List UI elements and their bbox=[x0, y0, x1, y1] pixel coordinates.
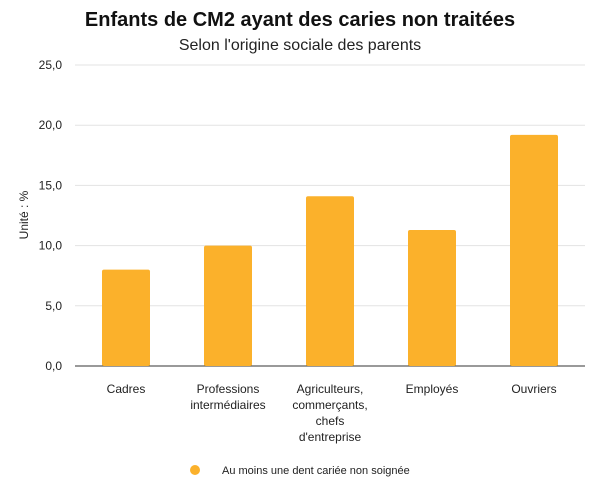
chart-title: Enfants de CM2 ayant des caries non trai… bbox=[85, 9, 515, 31]
y-tick-label: 10,0 bbox=[39, 239, 63, 253]
y-axis-ticks: 0,0 5,0 10,0 15,0 20,0 25,0 bbox=[39, 58, 63, 373]
y-tick-label: 5,0 bbox=[45, 299, 62, 313]
y-axis-label: Unité : % bbox=[17, 190, 31, 239]
legend-marker bbox=[190, 465, 200, 475]
x-tick-label: Employés bbox=[406, 382, 459, 396]
y-tick-label: 15,0 bbox=[39, 178, 63, 192]
bar bbox=[102, 269, 150, 366]
legend-label: Au moins une dent cariée non soignée bbox=[222, 465, 410, 477]
y-tick-label: 25,0 bbox=[39, 58, 63, 72]
legend: Au moins une dent cariée non soignée bbox=[190, 465, 410, 477]
chart-subtitle: Selon l'origine sociale des parents bbox=[179, 37, 421, 54]
bar bbox=[204, 245, 252, 366]
y-tick-label: 20,0 bbox=[39, 118, 63, 132]
bar bbox=[510, 134, 558, 366]
x-tick-label: Agriculteurs, commerçants, chefs d'entrepri… bbox=[292, 382, 367, 444]
x-tick-label: Ouvriers bbox=[511, 382, 556, 396]
x-axis-labels: Cadres Professions intermédiaires Agriculte… bbox=[107, 382, 557, 444]
bar bbox=[408, 229, 456, 366]
bars bbox=[102, 134, 558, 366]
x-tick-label: Professions intermédiaires bbox=[190, 382, 265, 412]
y-tick-label: 0,0 bbox=[45, 359, 62, 373]
x-tick-label: Cadres bbox=[107, 382, 146, 396]
bar bbox=[306, 196, 354, 366]
